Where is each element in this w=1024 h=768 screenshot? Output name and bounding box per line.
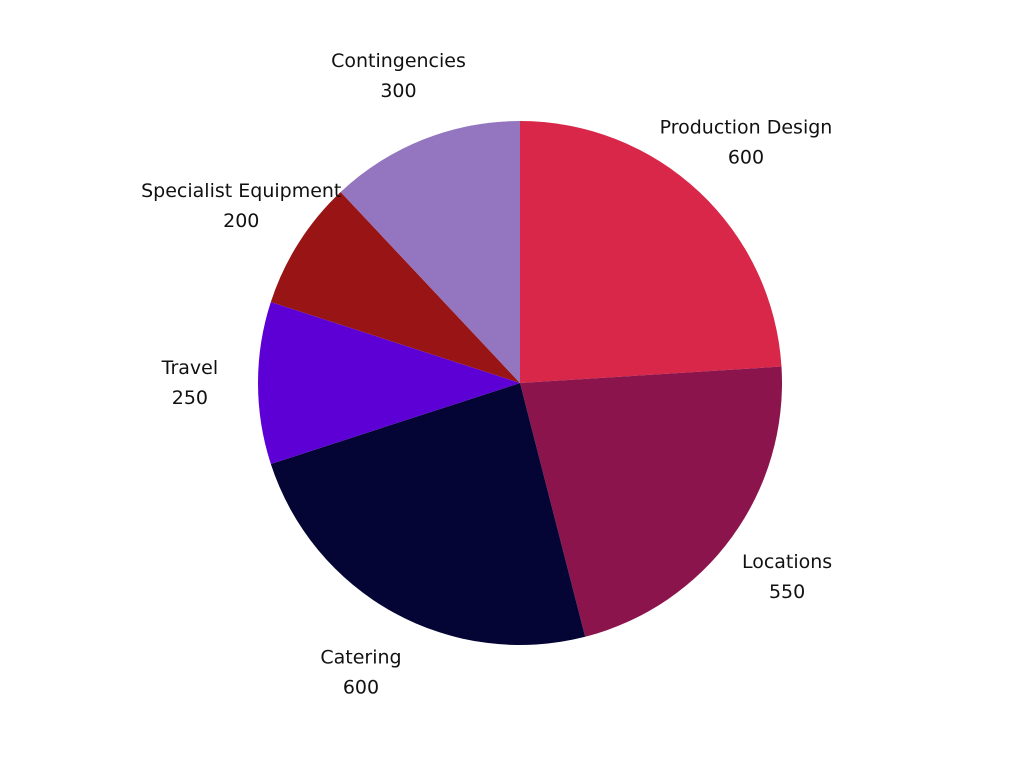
slice-label-catering: Catering: [320, 646, 401, 668]
pie-slice-contingencies: [340, 121, 520, 383]
pie-slice-travel: [258, 302, 520, 464]
pie-slice-locations: [520, 366, 783, 637]
slice-label-locations: Locations: [742, 551, 832, 573]
slice-value-production-design: 600: [728, 146, 764, 168]
pie-slice-catering: [270, 383, 586, 646]
slice-value-travel: 250: [172, 387, 208, 409]
slice-value-contingencies: 300: [380, 80, 416, 102]
slice-label-specialist-equipment: Specialist Equipment: [141, 180, 341, 202]
pie-labels: Production Design 600 Locations 550 Catering…: [141, 50, 832, 698]
pie-slices: [258, 121, 783, 646]
slice-label-production-design: Production Design: [660, 116, 833, 138]
slice-value-catering: 600: [343, 676, 379, 698]
pie-slice-specialist-equipment: [270, 192, 520, 383]
pie-slice-production-design: [520, 121, 782, 383]
slice-value-locations: 550: [769, 581, 805, 603]
slice-label-contingencies: Contingencies: [331, 50, 466, 72]
slice-label-travel: Travel: [161, 357, 218, 379]
slice-value-specialist-equipment: 200: [223, 210, 259, 232]
